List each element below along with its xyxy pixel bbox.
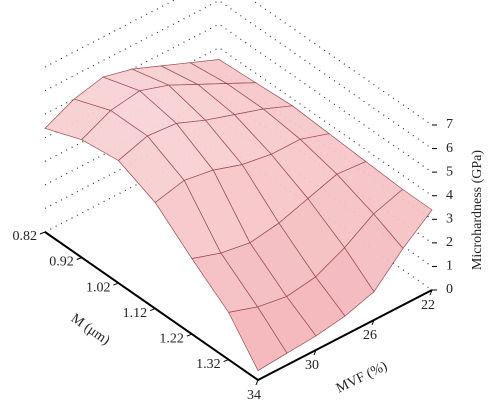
y-tick-label: 0.82 <box>13 229 38 244</box>
x-tick <box>255 379 259 386</box>
y-tick-label: 1.32 <box>196 357 221 372</box>
z-axis-label: Microhardness (GPa) <box>470 150 485 270</box>
y-tick <box>39 231 46 235</box>
y-tick <box>149 308 156 312</box>
y-tick-label: 0.92 <box>49 255 74 270</box>
x-tick <box>313 349 317 356</box>
y-tick-label: 1.22 <box>159 331 184 346</box>
z-tick-label: 3 <box>446 212 453 227</box>
y-tick <box>76 257 82 260</box>
y-tick-label: 1.02 <box>86 280 111 295</box>
y-tick <box>186 333 193 337</box>
z-tick-label: 7 <box>446 117 453 132</box>
x-tick-label: 30 <box>305 358 319 373</box>
z-tick-label: 6 <box>446 141 453 156</box>
x-axis-label: MVF (%) <box>334 359 390 397</box>
z-tick-label: 1 <box>446 259 453 274</box>
x-tick-label: 22 <box>421 298 435 313</box>
x-tick <box>429 289 433 296</box>
x-tick-label: 34 <box>247 388 261 403</box>
y-tick <box>113 282 119 286</box>
z-tick-label: 5 <box>446 164 453 179</box>
y-tick-label: 1.12 <box>123 306 148 321</box>
surface-patch <box>228 306 288 372</box>
z-tick-label: 2 <box>446 235 453 250</box>
x-tick <box>371 319 375 326</box>
y-tick <box>223 359 229 363</box>
z-tick-label: 4 <box>446 188 453 203</box>
x-tick-label: 26 <box>363 328 377 343</box>
z-tick-label: 0 <box>446 282 453 297</box>
y-axis-label: M (μm) <box>68 311 113 349</box>
